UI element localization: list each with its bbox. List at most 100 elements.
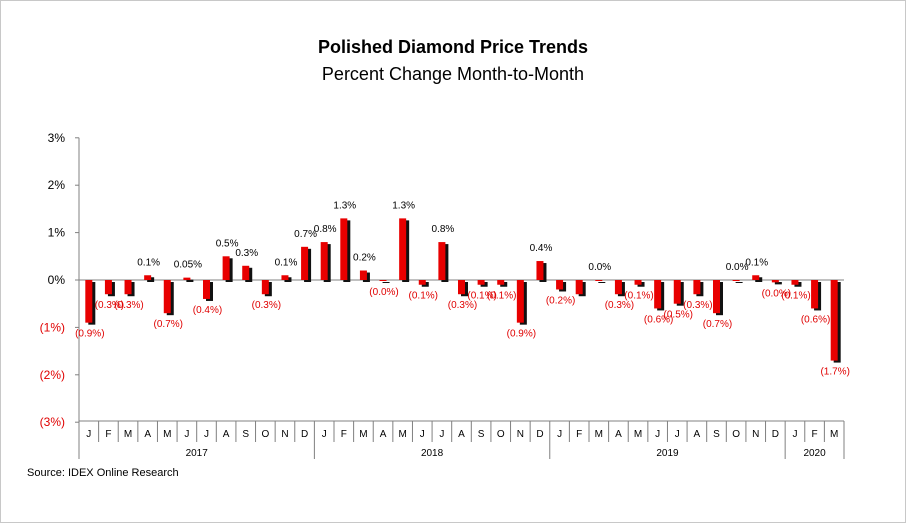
bar: [516, 280, 524, 323]
data-label: (1.7%): [820, 367, 849, 378]
month-label: J: [675, 429, 680, 440]
data-label: (0.7%): [154, 319, 183, 330]
bar: [556, 280, 564, 290]
y-tick-label: 3%: [48, 131, 66, 145]
y-tick-label: (3%): [40, 415, 65, 429]
data-label: 0.0%: [726, 262, 749, 273]
month-label: O: [261, 429, 269, 440]
month-label: J: [322, 429, 327, 440]
bar: [183, 277, 191, 280]
bar: [497, 280, 505, 285]
month-label: A: [223, 429, 230, 440]
month-label: M: [163, 429, 171, 440]
bar: [242, 265, 250, 280]
month-label: M: [124, 429, 132, 440]
month-label: F: [341, 429, 347, 440]
bar: [320, 242, 328, 280]
bar: [673, 280, 681, 304]
bar: [830, 280, 838, 361]
month-label: A: [458, 429, 465, 440]
month-label: N: [752, 429, 759, 440]
bar: [222, 256, 230, 280]
bar: [811, 280, 819, 309]
data-label: (0.3%): [605, 300, 634, 311]
bar: [104, 280, 112, 295]
month-label: A: [144, 429, 151, 440]
bar: [203, 280, 210, 299]
bar: [340, 218, 348, 280]
bar: [654, 280, 662, 309]
month-label: J: [655, 429, 660, 440]
data-label: 0.1%: [137, 257, 160, 268]
month-label: D: [536, 429, 543, 440]
data-label: (0.9%): [507, 329, 536, 340]
data-label: (0.6%): [801, 314, 830, 325]
data-label: 0.8%: [431, 224, 454, 235]
bar-shadow: [735, 282, 743, 283]
y-tick-label: (1%): [40, 320, 65, 334]
data-label: (0.0%): [369, 287, 398, 298]
bar: [379, 280, 387, 281]
data-label: 0.2%: [353, 253, 376, 264]
month-label: M: [830, 429, 838, 440]
data-label: 0.1%: [275, 257, 298, 268]
data-label: (0.3%): [252, 300, 281, 311]
bar: [163, 280, 171, 314]
data-label: 0.05%: [174, 260, 202, 271]
month-label: M: [634, 429, 642, 440]
y-tick-label: 2%: [48, 178, 66, 192]
month-label: J: [204, 429, 209, 440]
month-label: A: [615, 429, 622, 440]
month-label: J: [420, 429, 425, 440]
month-label: J: [439, 429, 444, 440]
bar: [732, 280, 740, 281]
data-label: (0.2%): [546, 295, 575, 306]
bar-shadow: [186, 279, 194, 282]
chart-title: Polished Diamond Price Trends: [317, 37, 589, 57]
bar: [614, 280, 622, 295]
bar: [771, 280, 779, 283]
data-label: 0.1%: [745, 257, 768, 268]
data-label: (0.5%): [664, 310, 693, 321]
data-label: (0.4%): [193, 305, 222, 316]
bar: [85, 280, 93, 323]
bar: [713, 280, 720, 314]
data-label: (0.9%): [75, 329, 104, 340]
month-label: N: [517, 429, 524, 440]
data-label: (0.3%): [683, 300, 712, 311]
month-label: M: [398, 429, 406, 440]
bar: [458, 280, 465, 295]
bar: [281, 275, 289, 280]
data-label: (0.1%): [624, 291, 653, 302]
source-note: Source: IDEX Online Research: [27, 467, 179, 479]
bar: [359, 270, 367, 280]
month-label: J: [184, 429, 189, 440]
year-label: 2017: [186, 448, 209, 459]
month-label: M: [359, 429, 367, 440]
month-label: J: [557, 429, 562, 440]
month-label: J: [792, 429, 797, 440]
data-label: (0.7%): [703, 319, 732, 330]
data-label: (0.1%): [487, 291, 516, 302]
bar: [418, 280, 426, 285]
y-tick-label: 1%: [48, 226, 66, 240]
data-label: (0.3%): [114, 300, 143, 311]
month-label: M: [595, 429, 603, 440]
month-label: N: [281, 429, 288, 440]
month-label: A: [380, 429, 387, 440]
month-label: J: [86, 429, 91, 440]
bar: [634, 280, 642, 285]
data-label: 0.0%: [588, 262, 611, 273]
month-label: D: [772, 429, 779, 440]
data-label: 0.8%: [314, 224, 337, 235]
bar: [595, 280, 603, 281]
data-label: (0.0%): [762, 288, 791, 299]
bar: [752, 275, 760, 280]
data-label: (0.3%): [448, 300, 477, 311]
month-label: F: [105, 429, 111, 440]
year-label: 2019: [656, 448, 679, 459]
bar: [438, 242, 446, 280]
bar: [301, 246, 309, 280]
